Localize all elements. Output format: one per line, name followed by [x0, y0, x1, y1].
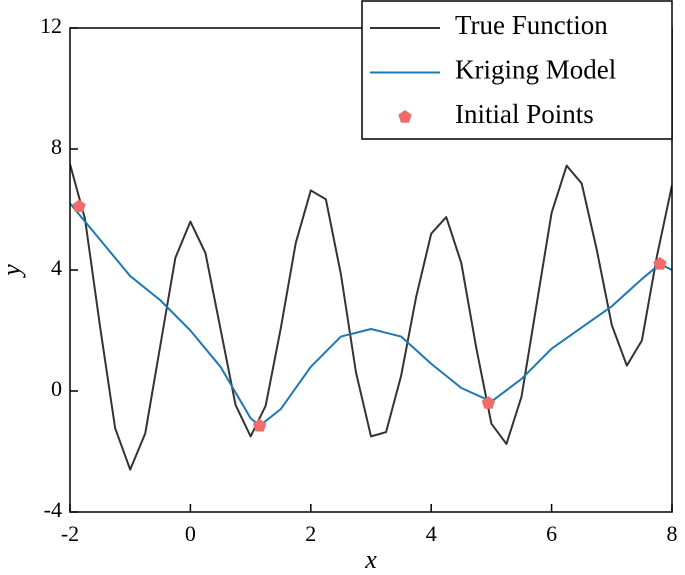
- y-tick-label: 0: [51, 376, 62, 401]
- legend: True Function Kriging Model Initial Points: [361, 0, 673, 140]
- x-tick-label: 4: [426, 521, 437, 546]
- data-point: [653, 257, 667, 270]
- y-tick-label: 12: [40, 13, 62, 38]
- series-line: [70, 202, 672, 427]
- x-axis-label: x: [364, 545, 377, 574]
- series-line: [70, 163, 672, 471]
- data-point: [72, 199, 86, 213]
- legend-label: Initial Points: [455, 99, 594, 129]
- plot-area: [70, 163, 672, 471]
- y-axis-label: y: [0, 264, 26, 279]
- legend-box: [361, 0, 673, 140]
- y-tick-label: -4: [44, 497, 62, 522]
- y-tick-label: 4: [51, 255, 62, 280]
- legend-marker: [398, 110, 412, 123]
- x-tick-label: -2: [61, 521, 79, 546]
- x-tick-label: 0: [185, 521, 196, 546]
- data-point: [481, 396, 495, 409]
- y-tick-label: 8: [51, 134, 62, 159]
- x-tick-label: 8: [667, 521, 678, 546]
- x-tick-label: 2: [305, 521, 316, 546]
- x-tick-label: 6: [546, 521, 557, 546]
- legend-label: Kriging Model: [455, 55, 616, 85]
- data-point: [253, 418, 267, 432]
- legend-label: True Function: [455, 10, 608, 40]
